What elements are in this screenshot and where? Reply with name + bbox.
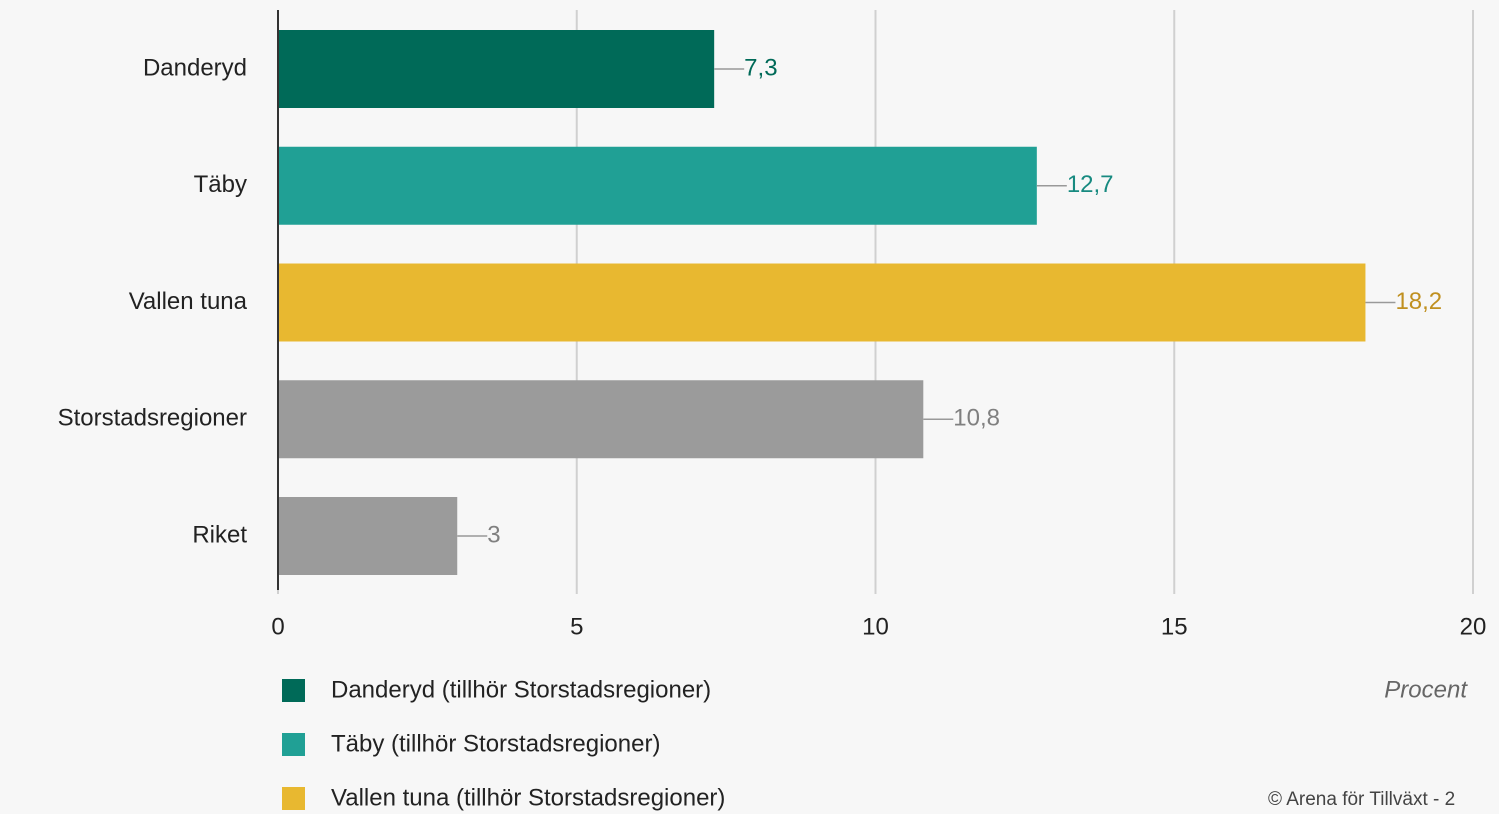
legend-label: Danderyd (tillhör Storstadsregioner) (331, 676, 711, 703)
value-label: 7,3 (744, 54, 777, 81)
x-tick-label: 15 (1161, 613, 1188, 640)
value-label: 12,7 (1067, 171, 1114, 198)
x-tick-label: 10 (862, 613, 889, 640)
legend-label: Täby (tillhör Storstadsregioner) (331, 730, 660, 757)
bar (278, 380, 924, 459)
x-tick-label: 20 (1460, 613, 1487, 640)
legend-swatch (282, 679, 305, 702)
credit: © Arena för Tillväxt - 2 (1268, 789, 1455, 810)
value-label: 18,2 (1395, 288, 1442, 315)
value-label: 3 (487, 521, 500, 548)
bar (278, 263, 1366, 342)
y-tick-label: Storstadsregioner (58, 405, 247, 432)
y-tick-label: Vallen tuna (129, 288, 248, 315)
legend-swatch (282, 787, 305, 810)
value-label: 10,8 (953, 405, 1000, 432)
y-tick-label: Danderyd (143, 54, 247, 81)
bar (278, 497, 458, 575)
bar (278, 146, 1037, 225)
x-axis-label: Procent (1384, 676, 1468, 703)
x-tick-label: 5 (570, 613, 583, 640)
legend-swatch (282, 733, 305, 756)
x-tick-label: 0 (271, 613, 284, 640)
legend-label: Vallen tuna (tillhör Storstadsregioner) (331, 784, 725, 811)
y-tick-label: Täby (194, 171, 247, 198)
bar (278, 30, 715, 108)
y-tick-label: Riket (192, 521, 247, 548)
